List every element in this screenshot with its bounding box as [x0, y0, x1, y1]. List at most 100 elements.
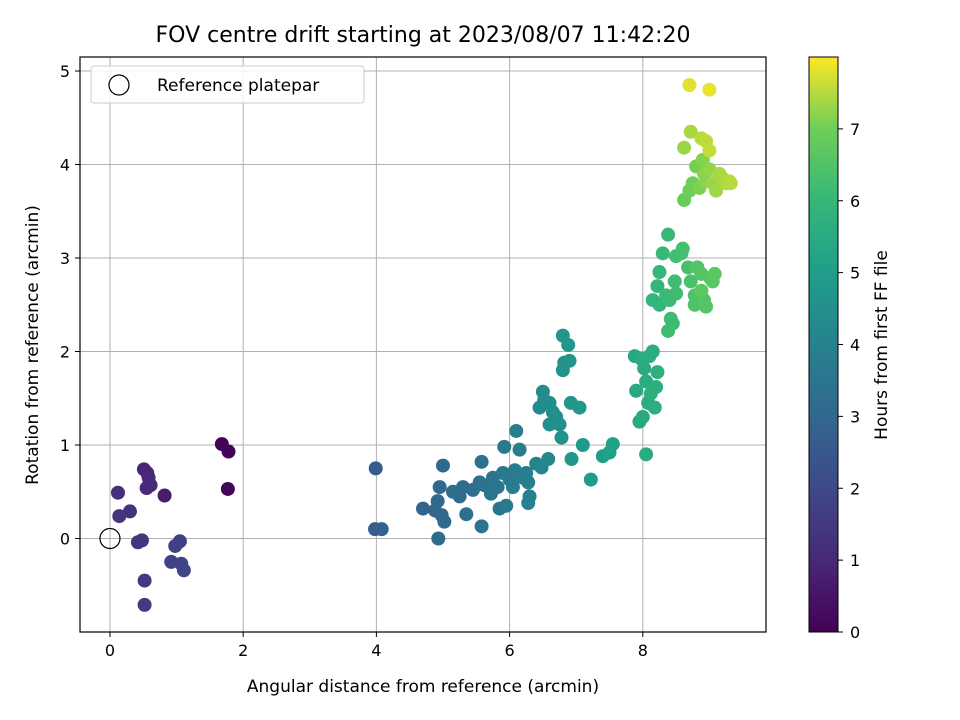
y-tick-label: 5	[60, 62, 70, 81]
colorbar-tick-label: 1	[850, 551, 860, 570]
data-point	[674, 246, 689, 261]
legend: Reference platepar	[90, 65, 365, 104]
data-point	[432, 480, 447, 495]
x-tick-label: 0	[105, 641, 115, 660]
data-point	[702, 82, 717, 97]
data-point	[709, 183, 724, 198]
plot-frame	[79, 56, 767, 633]
data-point	[374, 522, 389, 537]
data-point	[555, 328, 570, 343]
colorbar-ticks: 0 1 2 3 4 5 6 7	[838, 120, 860, 642]
y-axis-label: Rotation from reference (arcmin)	[23, 205, 43, 485]
colorbar-tick-label: 6	[850, 192, 860, 211]
data-point	[552, 417, 567, 432]
data-point	[435, 458, 450, 473]
y-axis: 0 1 2 3 4 5	[60, 62, 80, 549]
data-point	[575, 438, 590, 453]
data-point	[112, 509, 127, 524]
data-point	[683, 274, 698, 289]
data-point	[702, 143, 717, 158]
data-point	[499, 498, 514, 513]
legend-marker	[108, 74, 130, 96]
data-point	[635, 409, 650, 424]
data-point	[134, 533, 149, 548]
data-point	[474, 454, 489, 469]
data-point	[139, 481, 154, 496]
data-point	[639, 447, 654, 462]
colorbar-tick-label: 3	[850, 407, 860, 426]
data-point	[605, 437, 620, 452]
x-tick-label: 6	[504, 641, 514, 660]
data-point	[649, 380, 664, 395]
data-point	[647, 400, 662, 415]
colorbar-tick-label: 2	[850, 479, 860, 498]
data-point	[221, 444, 236, 459]
legend-box	[90, 65, 365, 104]
data-point	[637, 361, 652, 376]
data-point	[583, 472, 598, 487]
data-point	[157, 488, 172, 503]
data-point	[137, 573, 152, 588]
y-tick-label: 1	[60, 436, 70, 455]
data-point	[431, 531, 446, 546]
colorbar-tick-label: 4	[850, 336, 860, 355]
x-tick-label: 4	[371, 641, 381, 660]
data-point	[667, 274, 682, 289]
data-point	[682, 78, 697, 93]
data-point	[474, 519, 489, 534]
reference-point-marker	[99, 527, 121, 550]
colorbar-tick-label: 5	[850, 264, 860, 283]
data-point	[122, 504, 137, 519]
data-point	[110, 485, 125, 500]
data-point	[535, 384, 550, 399]
colorbar-label: Hours from first FF file	[872, 250, 892, 440]
data-point	[554, 430, 569, 445]
x-axis: 0 2 4 6 8	[105, 632, 648, 660]
data-point	[505, 480, 520, 495]
data-point	[669, 286, 684, 301]
data-point	[677, 140, 692, 155]
data-point	[661, 323, 676, 338]
data-point	[490, 480, 505, 495]
colorbar-gradient	[808, 56, 839, 633]
data-point	[629, 383, 644, 398]
data-point	[699, 299, 714, 314]
data-point	[652, 265, 667, 280]
data-point	[512, 442, 527, 457]
y-tick-label: 3	[60, 249, 70, 268]
data-point	[521, 495, 536, 510]
data-point	[650, 279, 665, 294]
data-points	[99, 78, 738, 612]
legend-entry-label: Reference platepar	[157, 76, 319, 96]
data-point	[509, 423, 524, 438]
data-point	[572, 400, 587, 415]
y-tick-label: 0	[60, 530, 70, 549]
data-point	[683, 124, 698, 139]
data-point	[430, 494, 445, 509]
data-point	[497, 439, 512, 454]
data-point	[416, 501, 430, 516]
data-point	[541, 452, 556, 467]
data-point	[137, 597, 152, 612]
data-point	[655, 246, 670, 261]
data-point	[694, 283, 709, 298]
colorbar-tick-label: 7	[850, 120, 860, 139]
data-point	[368, 461, 383, 476]
chart-title: FOV centre drift starting at 2023/08/07 …	[156, 23, 691, 48]
colorbar: 0 1 2 3 4 5 6 7 Hours from first FF file	[808, 56, 892, 642]
data-point	[220, 481, 235, 496]
data-point	[437, 514, 452, 529]
data-point	[168, 538, 183, 553]
data-point	[562, 353, 577, 368]
x-tick-label: 8	[638, 641, 648, 660]
x-tick-label: 2	[238, 641, 248, 660]
data-point	[564, 452, 579, 467]
data-point	[707, 266, 722, 281]
data-point	[723, 176, 738, 191]
data-point	[661, 227, 676, 242]
data-point	[459, 507, 474, 522]
x-axis-label: Angular distance from reference (arcmin)	[247, 677, 599, 697]
data-point	[645, 344, 660, 359]
data-point	[176, 563, 191, 578]
